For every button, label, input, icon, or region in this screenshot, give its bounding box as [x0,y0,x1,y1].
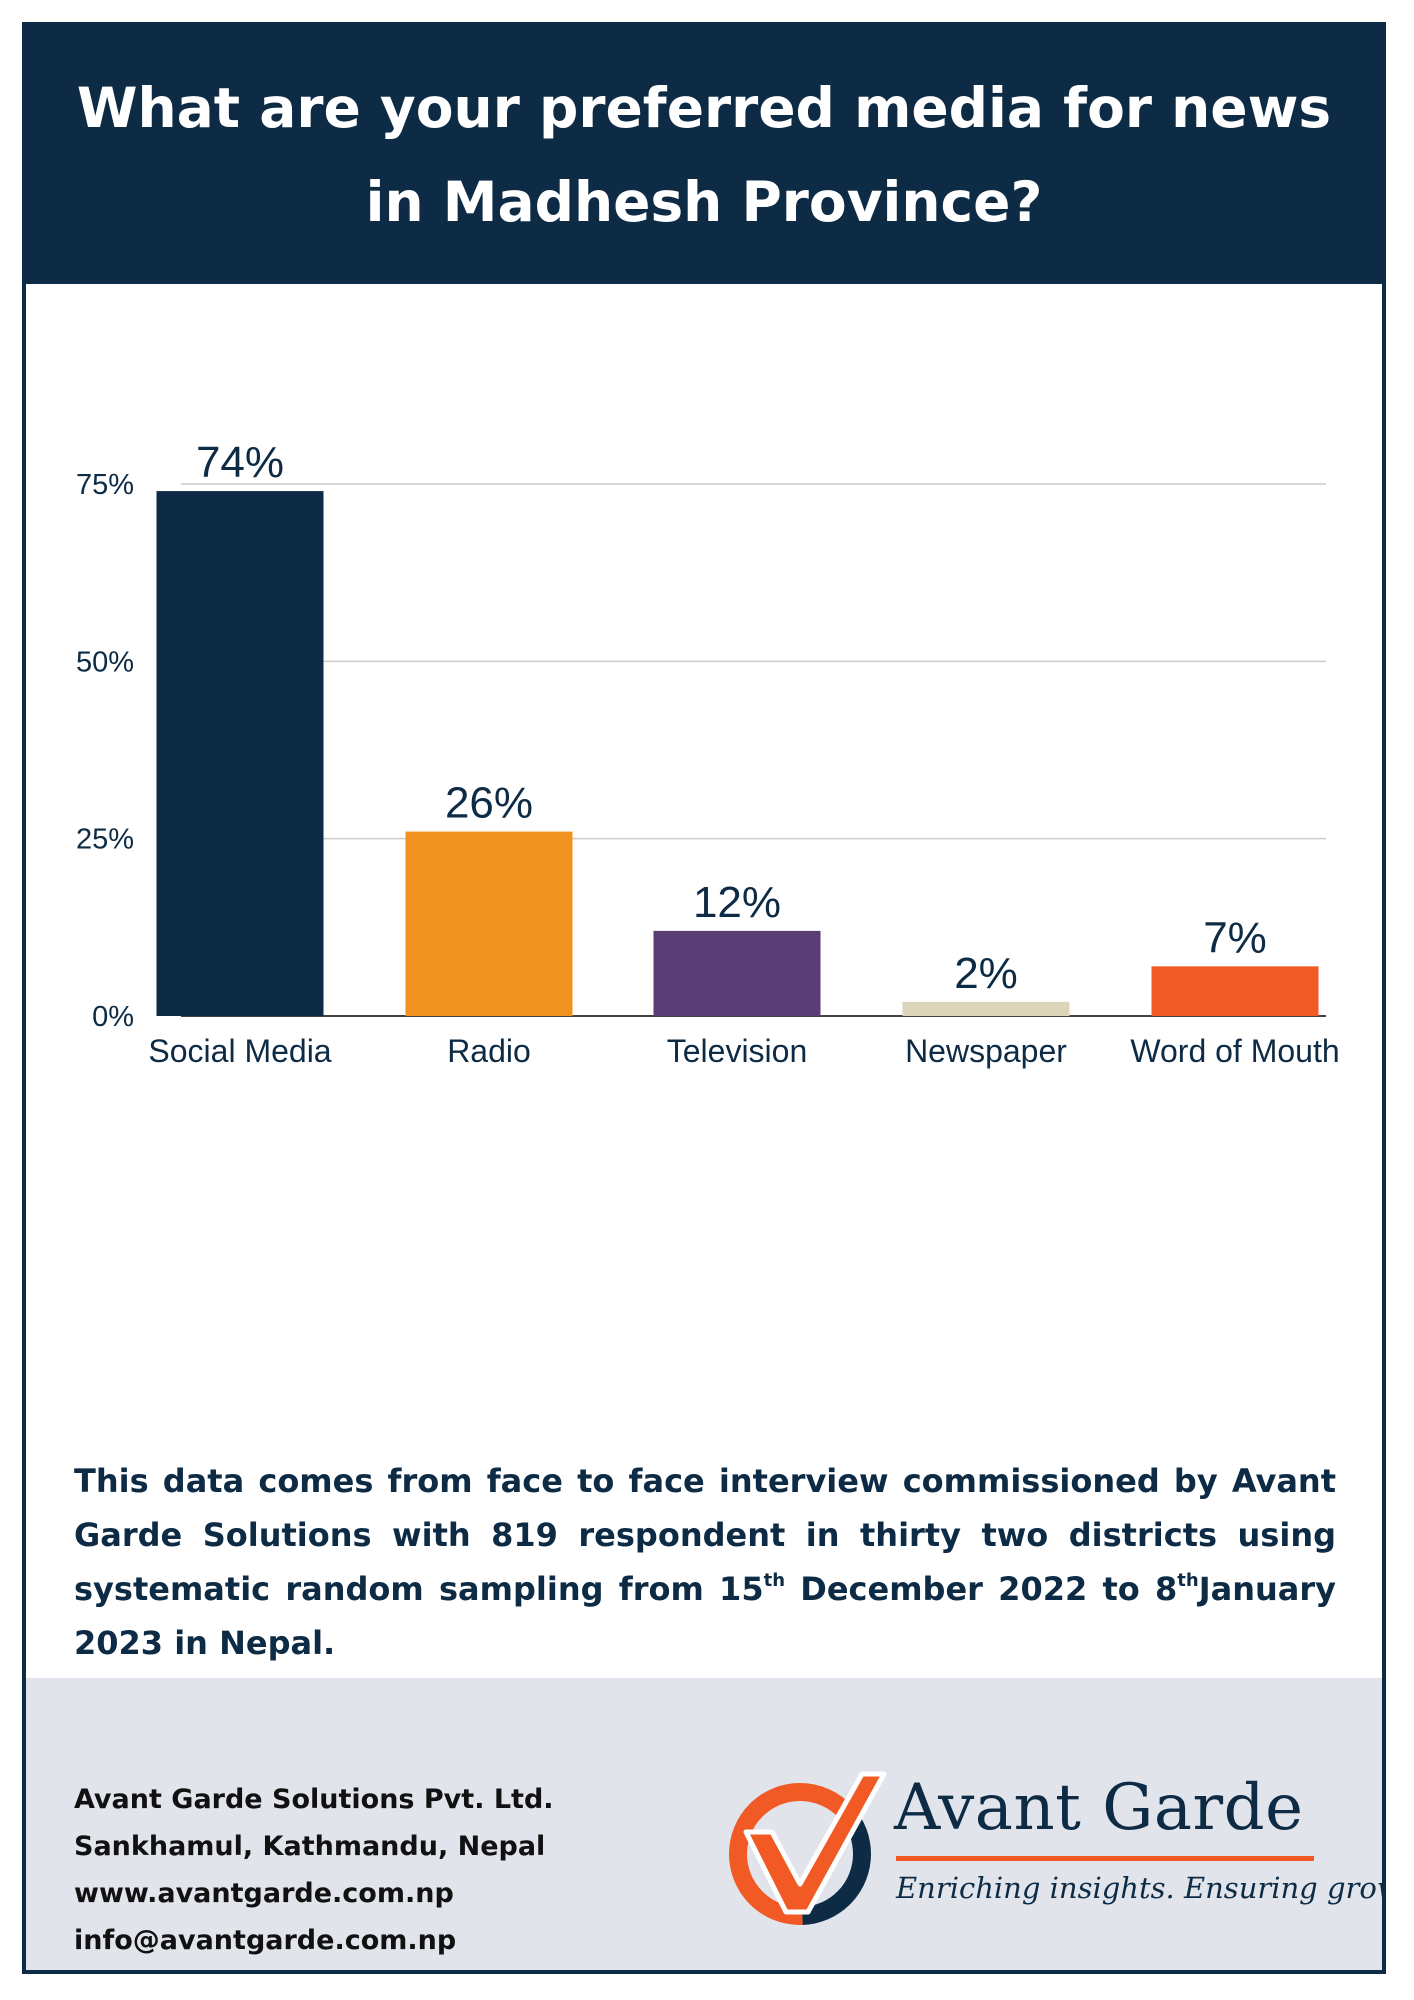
y-tick-label: 75% [76,469,134,501]
email-link[interactable]: info@avantgarde.com.np [74,1925,457,1956]
note-text-1: This data comes from face to face interv… [74,1462,1336,1608]
data-label: 12% [693,878,781,927]
data-label: 74% [196,438,284,487]
page-title: What are your preferred media for news i… [76,76,1332,234]
bar [653,930,821,1016]
y-tick-label: 50% [76,646,134,678]
x-tick-label: Social Media [148,1033,331,1069]
x-tick-label: Newspaper [905,1033,1067,1069]
methodology-note: This data comes from face to face interv… [74,1454,1336,1670]
x-tick-label: Radio [447,1033,531,1069]
company-address: Sankhamul, Kathmandu, Nepal [74,1831,546,1862]
x-tick-label: Word of Mouth [1130,1033,1339,1069]
check-mark-circle-icon [729,1771,887,1925]
data-label: 2% [954,949,1018,998]
note-superscript-2: th [1177,1570,1199,1591]
data-label: 26% [445,779,533,828]
bar [1151,966,1319,1016]
bar [156,491,324,1016]
note-text-3: January 2023 in Nepal. [74,1570,1337,1662]
note-superscript-1: th [763,1570,786,1591]
logo-underline [896,1856,1314,1861]
logo-tagline: Enriching insights. Ensuring growth. [896,1871,1382,1905]
y-tick-label: 25% [76,824,134,856]
avant-garde-logo: Avant Garde Enriching insights. Ensuring… [712,1762,1382,1932]
bar-chart: 0% 25% 50% 75% 74% Social Media 26% Radio 12% Tel… [76,438,1340,1069]
bar [902,1001,1070,1016]
logo-wordmark: Avant Garde [894,1771,1304,1845]
footer: Avant Garde Solutions Pvt. Ltd. Sankhamu… [26,1678,1382,1970]
infographic-frame: What are your preferred media for news i… [22,22,1386,1974]
data-label: 7% [1203,913,1267,962]
note-text-2: December 2022 to 8 [785,1570,1178,1608]
header-banner: What are your preferred media for news i… [26,26,1382,284]
y-tick-label: 0% [92,1001,134,1033]
bar [405,831,573,1016]
website-link[interactable]: www.avantgarde.com.np [74,1878,454,1909]
contact-block: Avant Garde Solutions Pvt. Ltd. Sankhamu… [74,1776,554,1964]
x-tick-label: Television [667,1033,808,1069]
company-name: Avant Garde Solutions Pvt. Ltd. [74,1784,554,1815]
